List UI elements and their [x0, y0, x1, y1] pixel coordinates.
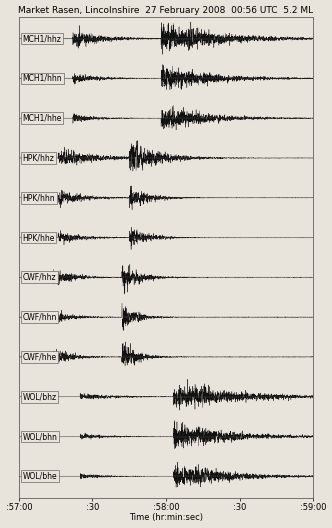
- Title: Market Rasen, Lincolnshire  27 February 2008  00:56 UTC  5.2 ML: Market Rasen, Lincolnshire 27 February 2…: [19, 6, 314, 15]
- Text: HPK/hhz: HPK/hhz: [23, 154, 54, 163]
- X-axis label: Time (hr:min:sec): Time (hr:min:sec): [129, 513, 203, 522]
- Text: CWF/hhn: CWF/hhn: [23, 313, 57, 322]
- Text: HPK/hhn: HPK/hhn: [23, 193, 55, 202]
- Text: MCH1/hhn: MCH1/hhn: [23, 74, 62, 83]
- Text: MCH1/hhe: MCH1/hhe: [23, 114, 62, 122]
- Text: WOL/bhz: WOL/bhz: [23, 392, 57, 401]
- Text: HPK/hhe: HPK/hhe: [23, 233, 55, 242]
- Text: MCH1/hhz: MCH1/hhz: [23, 34, 61, 43]
- Text: CWF/hhz: CWF/hhz: [23, 273, 56, 282]
- Text: WOL/bhn: WOL/bhn: [23, 432, 57, 441]
- Text: CWF/hhe: CWF/hhe: [23, 352, 57, 362]
- Text: WOL/bhe: WOL/bhe: [23, 472, 57, 481]
